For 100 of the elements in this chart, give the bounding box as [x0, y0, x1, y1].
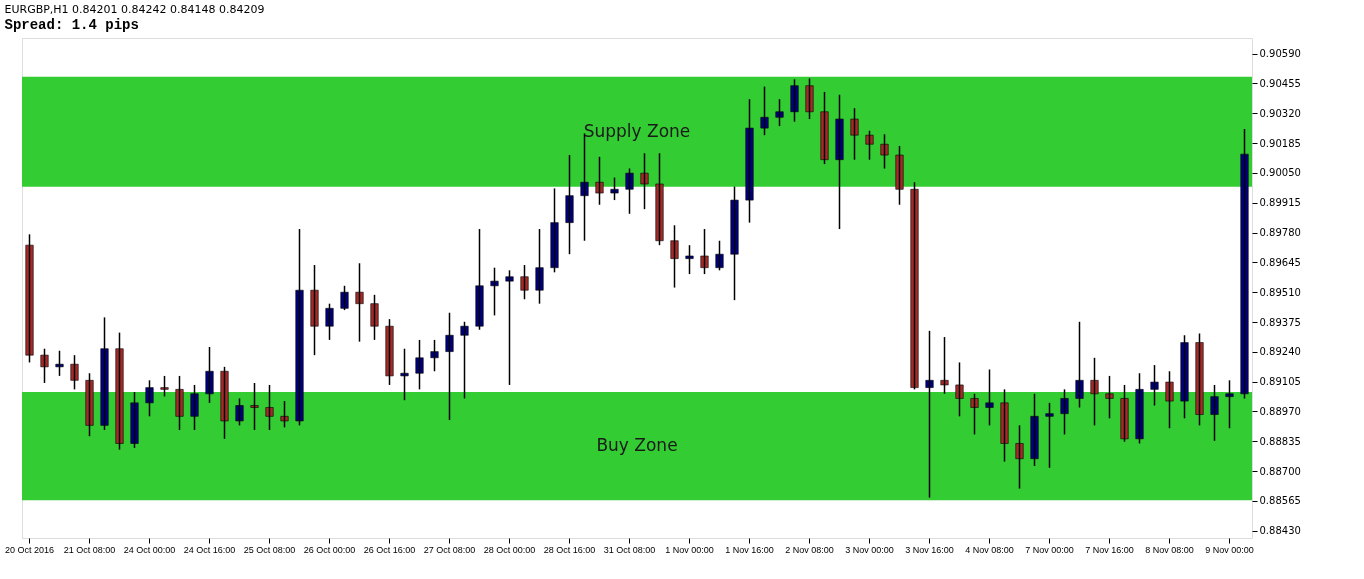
- candlestick: [1000, 388, 1009, 463]
- x-tick-label: 7 Nov 00:00: [1025, 544, 1074, 555]
- candlestick: [265, 384, 274, 431]
- candlestick: [835, 94, 844, 230]
- candlestick: [850, 107, 859, 161]
- x-tick-label: 1 Nov 16:00: [725, 544, 774, 555]
- candlestick: [985, 368, 994, 427]
- x-tick-label: 3 Nov 00:00: [845, 544, 894, 555]
- candlestick: [280, 400, 289, 429]
- band-label: Buy Zone: [596, 435, 678, 456]
- candlestick: [475, 228, 484, 331]
- candlestick: [205, 346, 214, 404]
- x-tick-label: 2 Nov 08:00: [785, 544, 834, 555]
- candlestick: [220, 366, 229, 440]
- candlestick: [40, 347, 49, 384]
- candlestick: [595, 156, 604, 206]
- candlestick: [250, 382, 259, 431]
- candlestick: [505, 269, 514, 386]
- candlestick: [490, 266, 499, 317]
- candlestick: [730, 185, 739, 301]
- x-tick-label: 4 Nov 08:00: [965, 544, 1014, 555]
- candlestick: [1075, 321, 1084, 409]
- y-tick-label: 0.88700: [1259, 465, 1301, 477]
- candlestick: [1195, 332, 1204, 427]
- candlestick: [1060, 388, 1069, 436]
- y-tick-label: 0.88835: [1259, 435, 1301, 447]
- candlestick: [115, 331, 124, 451]
- candlestick: [370, 294, 379, 341]
- candlestick: [565, 154, 574, 255]
- candlestick: [400, 347, 409, 401]
- candlestick: [895, 145, 904, 206]
- candlestick: [535, 228, 544, 305]
- y-tick-label: 0.89375: [1259, 316, 1301, 328]
- x-tick-label: 27 Oct 08:00: [423, 544, 476, 555]
- candlestick: [925, 330, 934, 499]
- y-tick-label: 0.89915: [1259, 197, 1301, 209]
- candlestick: [625, 167, 634, 215]
- candlestick: [820, 91, 829, 165]
- candlestick: [910, 181, 919, 391]
- candlestick: [310, 264, 319, 356]
- x-tick-label: 7 Nov 16:00: [1085, 544, 1134, 555]
- candlestick: [25, 233, 34, 364]
- candlestick: [1015, 424, 1024, 490]
- candlestick: [385, 318, 394, 386]
- y-tick-label: 0.89240: [1259, 346, 1301, 358]
- x-tick-label: 9 Nov 00:00: [1205, 544, 1254, 555]
- candlestick: [355, 262, 364, 343]
- candlestick: [175, 375, 184, 431]
- candlestick: [85, 372, 94, 437]
- x-tick-label: 3 Nov 16:00: [905, 544, 954, 555]
- candlestick: [325, 302, 334, 341]
- candlestick: [100, 316, 109, 431]
- candlestick: [550, 187, 559, 274]
- y-tick-label: 0.90050: [1259, 167, 1301, 179]
- candlestick: [940, 336, 949, 395]
- candlestick: [55, 349, 64, 377]
- candlestick: [235, 397, 244, 427]
- x-tick-label: 24 Oct 00:00: [123, 544, 176, 555]
- candlestick: [1030, 393, 1039, 467]
- candlestick: [1180, 334, 1189, 420]
- candlestick: [1165, 370, 1174, 429]
- candlestick: [1135, 372, 1144, 445]
- y-tick-label: 0.89645: [1259, 256, 1301, 268]
- candlestick: [145, 379, 154, 418]
- candlestick: [700, 228, 709, 275]
- y-tick-label: 0.89105: [1259, 376, 1301, 388]
- candlestick: [1210, 384, 1219, 442]
- candlestick: [340, 285, 349, 311]
- candlestick: [1045, 402, 1054, 469]
- candlestick: [460, 321, 469, 400]
- candlestick: [670, 224, 679, 289]
- candlestick: [70, 354, 79, 391]
- y-tick-label: 0.90185: [1259, 137, 1301, 149]
- candlestick: [1120, 384, 1129, 443]
- chart-subtitle: Spread: 1.4 pips: [4, 17, 139, 33]
- y-tick-label: 0.90320: [1259, 107, 1301, 119]
- candlestick: [880, 133, 889, 170]
- candlestick: [805, 77, 814, 120]
- candlestick: [685, 244, 694, 275]
- candlestick: [970, 393, 979, 436]
- candlestick: [955, 361, 964, 418]
- y-tick-label: 0.88565: [1259, 495, 1301, 507]
- x-tick-label: 24 Oct 16:00: [183, 544, 236, 555]
- x-tick-label: 25 Oct 08:00: [243, 544, 296, 555]
- candlestick: [1240, 128, 1249, 400]
- x-tick-label: 28 Oct 00:00: [483, 544, 536, 555]
- candlestick: [295, 228, 304, 427]
- y-tick-label: 0.90455: [1259, 77, 1301, 89]
- y-tick-label: 0.88430: [1259, 525, 1301, 537]
- chart-title: EURGBP,H1 0.84201 0.84242 0.84148 0.84209: [4, 3, 265, 16]
- candlestick: [130, 391, 139, 449]
- candlestick: [775, 98, 784, 127]
- candlestick: [445, 311, 454, 421]
- candlestick: [1090, 357, 1099, 427]
- y-tick-label: 0.89780: [1259, 227, 1301, 239]
- x-tick-label: 8 Nov 08:00: [1145, 544, 1194, 555]
- candlestick: [640, 152, 649, 210]
- x-tick-label: 26 Oct 16:00: [363, 544, 416, 555]
- candlestick: [520, 264, 529, 301]
- band-label: Supply Zone: [583, 120, 691, 141]
